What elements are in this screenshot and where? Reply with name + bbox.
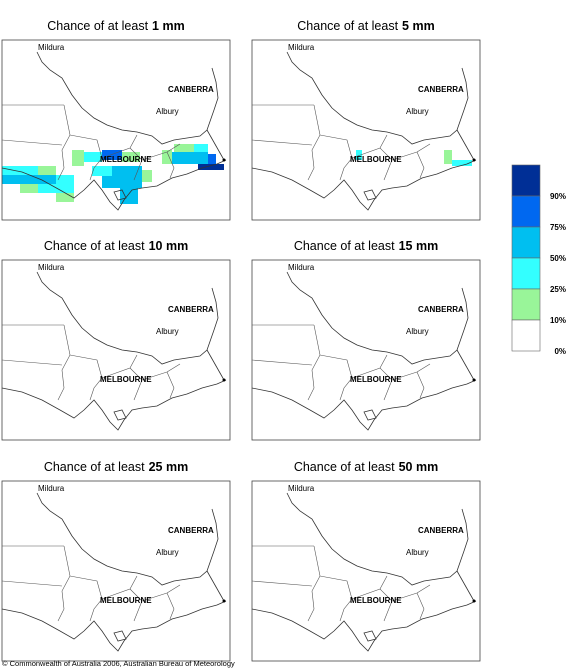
place-label: MELBOURNE [350, 155, 402, 164]
legend-label: 10% [550, 316, 566, 325]
legend: 90% 75% 50% 25% 10% 0% [511, 164, 566, 356]
place-label: Albury [406, 548, 429, 557]
place-label: Albury [156, 107, 179, 116]
map-outline [251, 271, 477, 431]
panels: Chance of at least 1 mm Mildura CANBERRA Alb… [1, 19, 481, 662]
panel-title: Chance of at least 15 mm [294, 239, 438, 253]
map-frame [1, 259, 231, 441]
place-label: CANBERRA [418, 305, 464, 314]
map-frame [1, 39, 231, 221]
legend-label: 25% [550, 285, 566, 294]
place-label: MELBOURNE [350, 375, 402, 384]
map-panel: Chance of at least 50 mm Mildura CANBERRA Al… [251, 460, 481, 662]
map-point [472, 599, 476, 603]
map-frame [251, 480, 481, 662]
map-frame [251, 259, 481, 441]
place-label: Mildura [288, 263, 315, 272]
title-amount: 50 mm [399, 460, 439, 474]
map-outline [251, 51, 477, 211]
footer: © Commonwealth of Australia 2006, Austra… [2, 659, 235, 668]
map-point [222, 158, 226, 162]
panel-title: Chance of at least 25 mm [44, 460, 188, 474]
place-label: CANBERRA [168, 526, 214, 535]
title-prefix: Chance of at least [44, 460, 145, 474]
place-label: MELBOURNE [350, 596, 402, 605]
map-panel: Chance of at least 10 mm Mildura CANBERRA Al… [1, 239, 231, 441]
title-prefix: Chance of at least [294, 460, 395, 474]
title-amount: 25 mm [149, 460, 189, 474]
legend-swatch [511, 164, 541, 197]
panel-title: Chance of at least 5 mm [297, 19, 434, 33]
place-label: Mildura [288, 484, 315, 493]
map-outline [251, 492, 477, 652]
place-label: CANBERRA [418, 526, 464, 535]
place-label: CANBERRA [168, 305, 214, 314]
place-label: Mildura [38, 43, 65, 52]
place-label: Mildura [38, 484, 65, 493]
legend-swatch [511, 288, 541, 321]
title-amount: 10 mm [149, 239, 189, 253]
legend-label: 50% [550, 254, 566, 263]
place-label: MELBOURNE [100, 375, 152, 384]
title-prefix: Chance of at least [297, 19, 398, 33]
legend-swatch [511, 195, 541, 228]
map-point [222, 378, 226, 382]
panel-title: Chance of at least 50 mm [294, 460, 438, 474]
legend-label: 90% [550, 192, 566, 201]
place-label: Albury [406, 327, 429, 336]
legend-swatch [511, 257, 541, 290]
map-panel: Chance of at least 1 mm Mildura CANBERRA Alb… [1, 19, 231, 221]
legend-swatch [511, 226, 541, 259]
title-prefix: Chance of at least [47, 19, 148, 33]
map-point [472, 158, 476, 162]
map-panel: Chance of at least 25 mm Mildura CANBERRA Al… [1, 460, 231, 662]
place-label: MELBOURNE [100, 155, 152, 164]
place-label: Mildura [288, 43, 315, 52]
legend-swatch [511, 319, 541, 352]
rain-cells [2, 144, 224, 204]
map-frame [251, 39, 481, 221]
place-label: Albury [156, 327, 179, 336]
place-label: MELBOURNE [100, 596, 152, 605]
title-amount: 1 mm [152, 19, 185, 33]
title-amount: 5 mm [402, 19, 435, 33]
rain-cells [356, 150, 472, 166]
panel-title: Chance of at least 1 mm [47, 19, 184, 33]
title-amount: 15 mm [399, 239, 439, 253]
place-label: Albury [156, 548, 179, 557]
title-prefix: Chance of at least [44, 239, 145, 253]
place-label: CANBERRA [168, 85, 214, 94]
legend-label: 75% [550, 223, 566, 232]
map-panel: Chance of at least 5 mm Mildura CANBERRA Alb… [251, 19, 481, 221]
place-label: CANBERRA [418, 85, 464, 94]
panel-title: Chance of at least 10 mm [44, 239, 188, 253]
map-outline [1, 271, 227, 431]
title-prefix: Chance of at least [294, 239, 395, 253]
place-label: Albury [406, 107, 429, 116]
map-panel: Chance of at least 15 mm Mildura CANBERRA Al… [251, 239, 481, 441]
map-frame [1, 480, 231, 662]
map-point [472, 378, 476, 382]
legend-label: 0% [554, 347, 566, 356]
map-outline [1, 492, 227, 652]
place-label: Mildura [38, 263, 65, 272]
map-point [222, 599, 226, 603]
